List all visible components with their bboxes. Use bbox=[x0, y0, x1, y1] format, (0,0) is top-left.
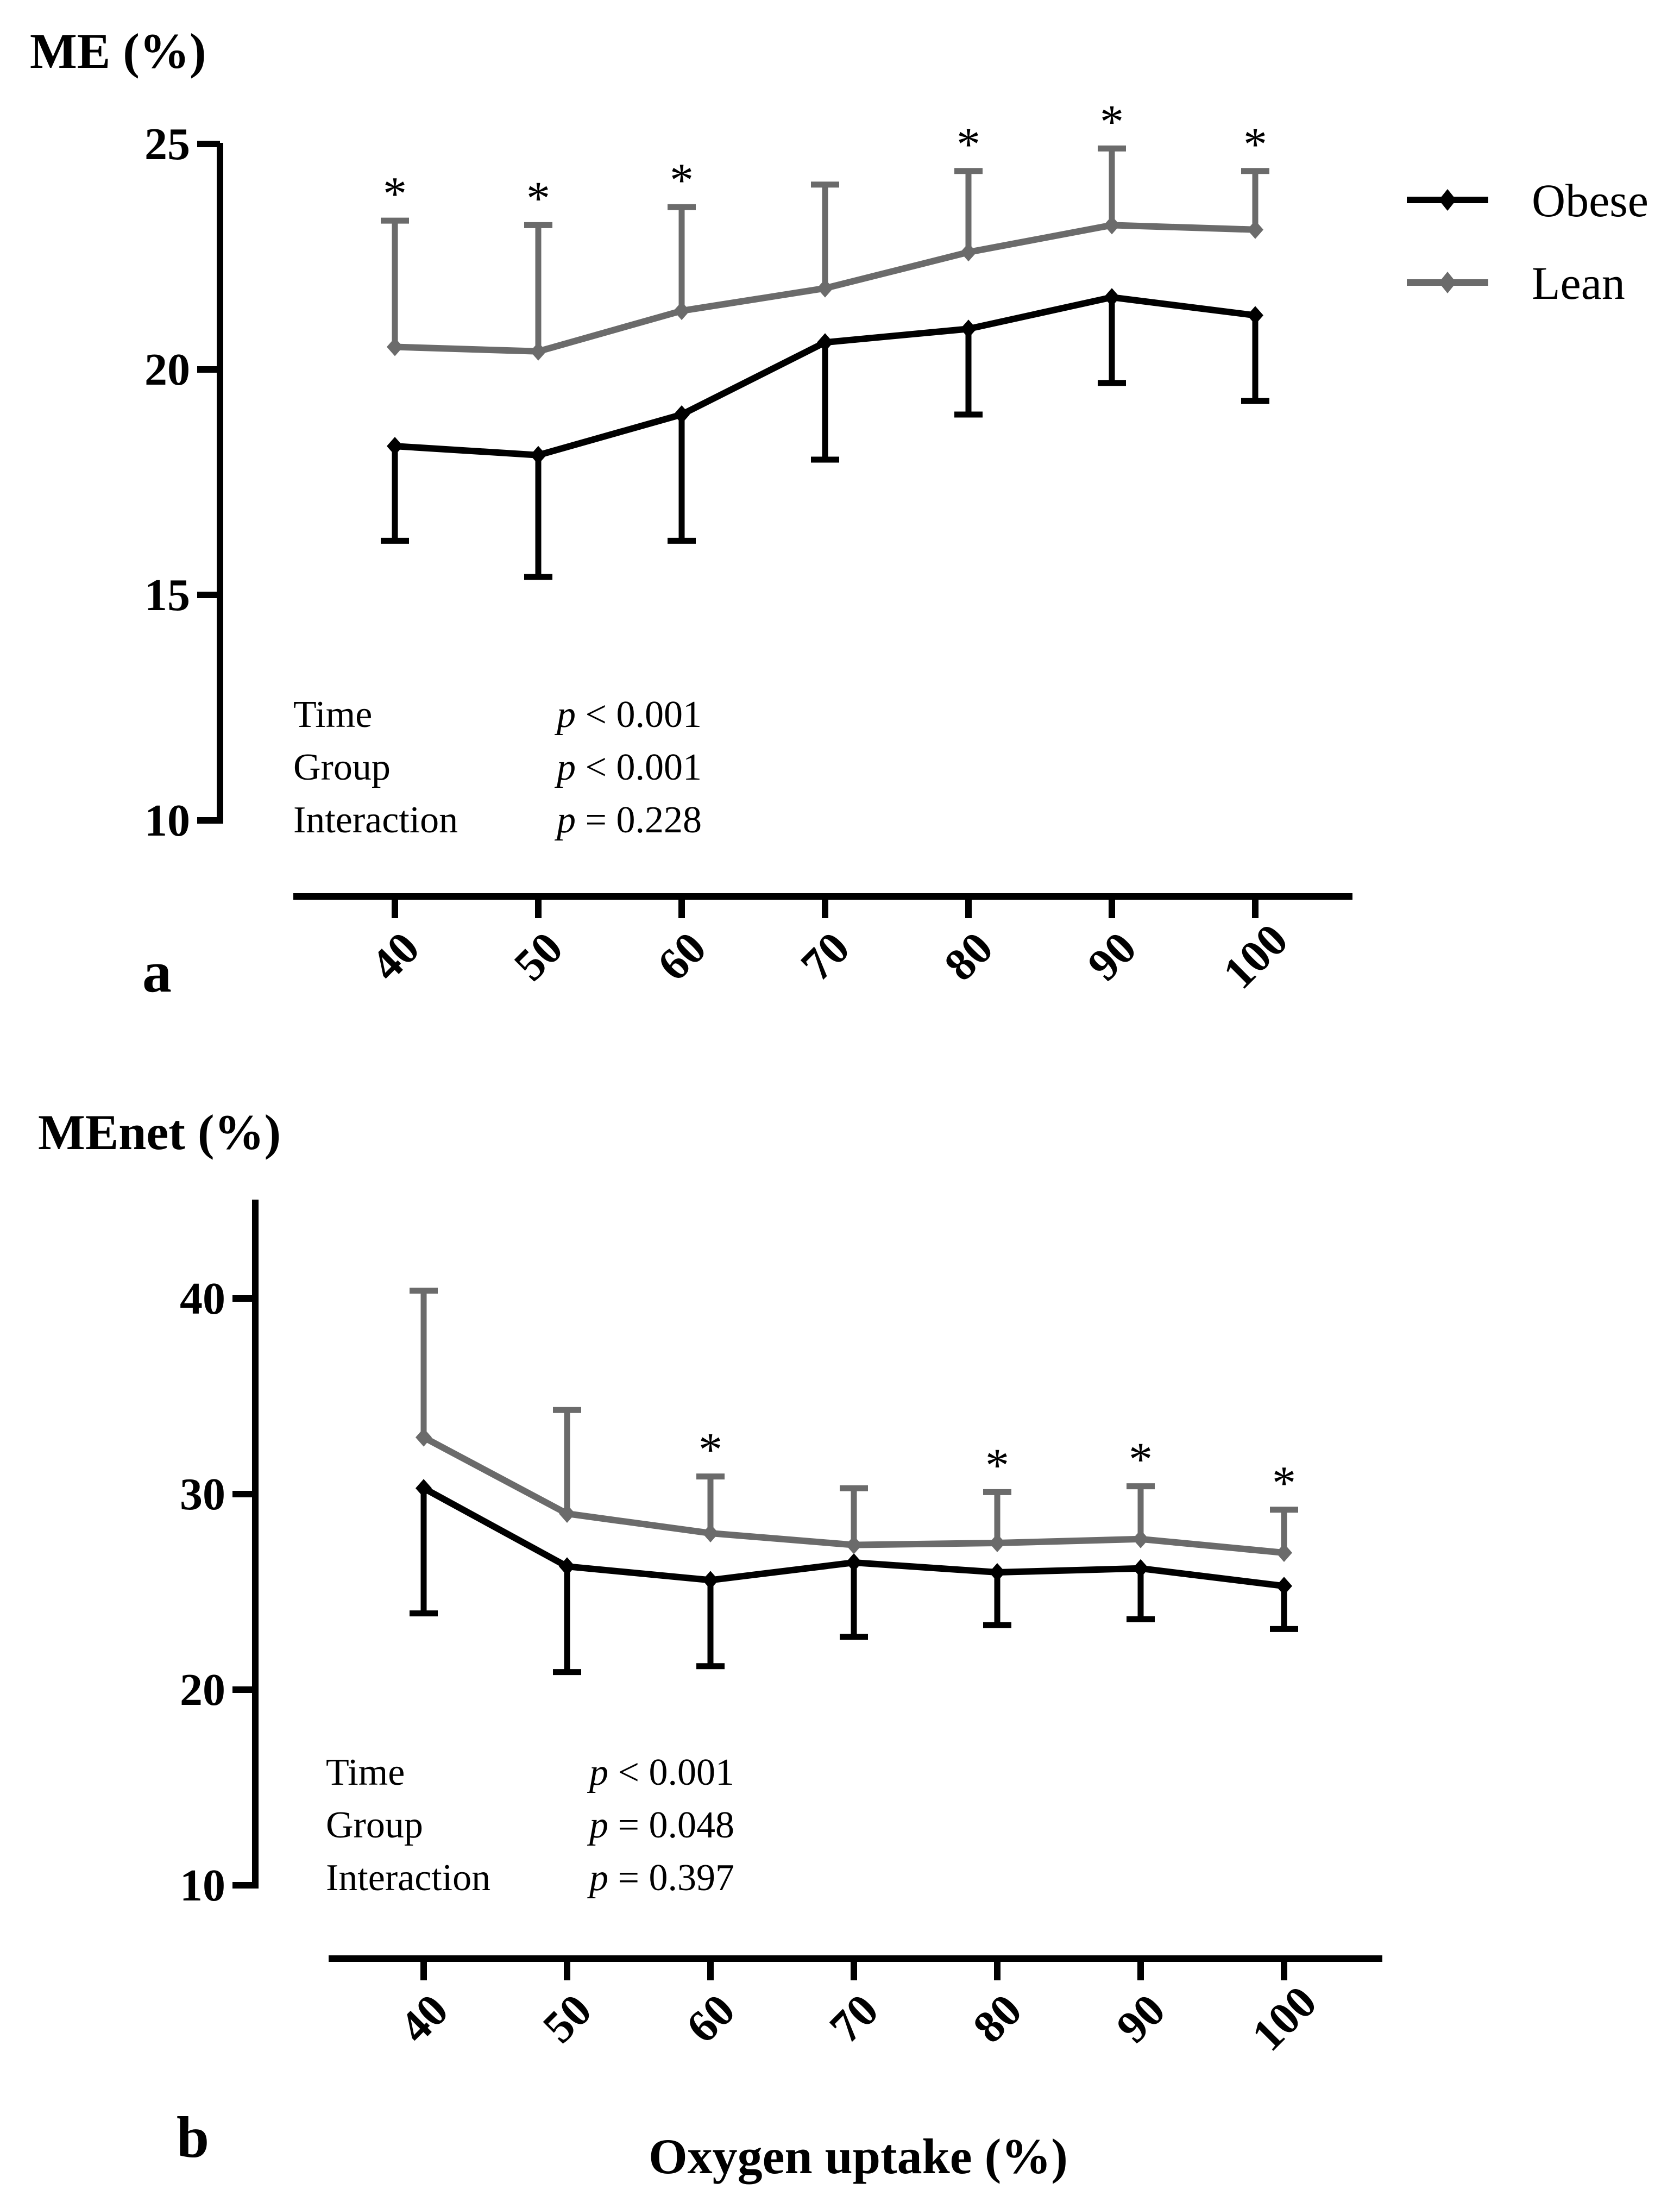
panel-b-x-tick-label: 50 bbox=[533, 1985, 601, 2053]
panel-a-stat-p-value: < 0.001 bbox=[576, 746, 702, 788]
panel-a-y-tick-label: 15 bbox=[144, 570, 190, 620]
panel-b-stat-label: Interaction bbox=[326, 1857, 490, 1899]
panel-b-stat-p-symbol: p bbox=[587, 1804, 608, 1846]
panel-b-lean-point bbox=[989, 1534, 1005, 1552]
panel-b-label: b bbox=[177, 2105, 209, 2170]
panel-b-obese-point bbox=[559, 1557, 575, 1576]
panel-b-obese-point bbox=[702, 1571, 719, 1590]
panel-b-lean-point bbox=[1276, 1544, 1292, 1562]
panel-b-obese-point bbox=[846, 1553, 862, 1572]
panel-a-stat-p-value: < 0.001 bbox=[576, 694, 702, 736]
panel-a-x-tick-label: 70 bbox=[791, 923, 859, 990]
panel-b-obese-point bbox=[416, 1479, 432, 1498]
panel-a-significance-star: * bbox=[1243, 118, 1267, 171]
panel-b-stat-p-symbol: p bbox=[587, 1857, 608, 1899]
panel-b-lean-point bbox=[416, 1428, 432, 1447]
panel-a-lean-point bbox=[817, 279, 833, 298]
panel-a-stat-p-symbol: p bbox=[554, 694, 576, 736]
panel-a-obese-point bbox=[960, 319, 977, 338]
legend: Obese Lean bbox=[1407, 174, 1648, 309]
panel-a-label: a bbox=[142, 940, 172, 1005]
panel-b-lean-point bbox=[559, 1504, 575, 1523]
panel-a-stat-p-symbol: p bbox=[554, 799, 576, 841]
panel-a-obese-point bbox=[387, 437, 403, 456]
panel-a-y-tick-label: 10 bbox=[144, 795, 190, 846]
panel-b-stat-value: p = 0.048 bbox=[587, 1804, 734, 1846]
panel-a-significance-star: * bbox=[670, 154, 694, 207]
panel-b-y-axis-title: MEnet (%) bbox=[38, 1105, 281, 1160]
x-axis-title: Oxygen uptake (%) bbox=[649, 2129, 1068, 2184]
panel-b-obese-point bbox=[1132, 1559, 1149, 1578]
panel-a-obese-point bbox=[817, 333, 833, 352]
panel-b-stat-label: Time bbox=[326, 1752, 405, 1793]
panel-a-obese-point bbox=[530, 446, 546, 465]
panel-b-y-tick-label: 30 bbox=[180, 1469, 225, 1520]
panel-a-x-tick-label: 90 bbox=[1078, 923, 1146, 990]
panel-b-x-tick-label: 60 bbox=[677, 1985, 745, 2053]
panel-b-obese-point bbox=[989, 1563, 1005, 1582]
panel-b-significance-star: * bbox=[1129, 1434, 1153, 1486]
panel-a-lean-point bbox=[1247, 220, 1263, 239]
panel-a-x-tick-label: 50 bbox=[505, 923, 572, 990]
panel-a-obese-point bbox=[1104, 288, 1120, 307]
panel-a-x-tick-label: 60 bbox=[648, 923, 716, 990]
panel-b-y-tick-label: 10 bbox=[180, 1860, 225, 1911]
panel-b-significance-star: * bbox=[1272, 1457, 1296, 1510]
panel-b-x-tick-label: 70 bbox=[820, 1985, 888, 2053]
panel-a-y-axis-title: ME (%) bbox=[30, 23, 206, 79]
panel-b-stat-p-value: = 0.397 bbox=[608, 1857, 734, 1899]
panel-b-stat-p-value: < 0.001 bbox=[608, 1752, 734, 1793]
panel-b-x-tick-label: 90 bbox=[1107, 1985, 1175, 2053]
panel-a-stat-value: p < 0.001 bbox=[554, 746, 702, 788]
panel-b-stat-value: p = 0.397 bbox=[587, 1857, 734, 1899]
panel-b-stat-p-value: = 0.048 bbox=[608, 1804, 734, 1846]
legend-obese-label: Obese bbox=[1532, 174, 1648, 227]
panel-a-obese-point bbox=[674, 405, 690, 424]
panel-a-stat-label: Interaction bbox=[293, 799, 458, 841]
panel-a-obese-point bbox=[1247, 306, 1263, 325]
panel-a-stat-value: p = 0.228 bbox=[554, 799, 702, 841]
panel-a-plot: 10 15 20 25 40 50 60 70 80 90 100 * * * * * * Time p < 0.0… bbox=[144, 96, 1352, 999]
legend-lean-marker bbox=[1439, 272, 1456, 293]
legend-lean-label: Lean bbox=[1532, 257, 1625, 309]
panel-a-x-tick-label: 100 bbox=[1213, 914, 1298, 999]
panel-a-lean-point bbox=[1104, 216, 1120, 235]
panel-b-plot: 10 20 30 40 40 50 60 70 80 90 100 * * * * Time p < 0.001… bbox=[180, 1200, 1382, 2061]
panel-a-stat-label: Time bbox=[293, 694, 372, 736]
panel-b-y-tick-label: 40 bbox=[180, 1273, 225, 1324]
panel-b-lean-point bbox=[1132, 1529, 1149, 1548]
panel-a-stat-label: Group bbox=[293, 746, 391, 788]
panel-b-x-tick-label: 80 bbox=[964, 1985, 1031, 2053]
panel-a-significance-star: * bbox=[1100, 96, 1124, 148]
panel-b-significance-star: * bbox=[699, 1424, 722, 1477]
panel-a-stat-p-value: = 0.228 bbox=[576, 799, 702, 841]
panel-a-significance-star: * bbox=[383, 168, 407, 221]
panel-b-x-tick-label: 40 bbox=[390, 1985, 458, 2053]
panel-a-x-tick-label: 80 bbox=[935, 923, 1003, 990]
panel-b-stat-p-symbol: p bbox=[587, 1752, 608, 1793]
panel-a-significance-star: * bbox=[957, 118, 980, 171]
panel-b-lean-point bbox=[702, 1524, 719, 1542]
panel-a-lean-point bbox=[387, 337, 403, 356]
panel-b-stat-label: Group bbox=[326, 1804, 423, 1846]
panel-a-y-tick-label: 25 bbox=[144, 119, 190, 170]
panel-a-stat-value: p < 0.001 bbox=[554, 694, 702, 736]
panel-b-lean-point bbox=[846, 1535, 862, 1554]
legend-obese-marker bbox=[1439, 189, 1456, 211]
panel-b-x-tick-label: 100 bbox=[1242, 1977, 1326, 2061]
panel-a-lean-point bbox=[530, 342, 546, 361]
panel-a-stat-p-symbol: p bbox=[554, 746, 576, 788]
panel-b-obese-point bbox=[1276, 1577, 1292, 1596]
panel-b-stat-value: p < 0.001 bbox=[587, 1752, 734, 1793]
panel-a-x-tick-label: 40 bbox=[361, 923, 429, 990]
panel-a-lean-point bbox=[674, 302, 690, 321]
panel-b-significance-star: * bbox=[985, 1439, 1009, 1492]
panel-a-lean-point bbox=[960, 243, 977, 262]
panel-a-y-tick-label: 20 bbox=[144, 344, 190, 395]
panel-a-significance-star: * bbox=[526, 172, 550, 225]
panel-b-y-tick-label: 20 bbox=[180, 1665, 225, 1715]
